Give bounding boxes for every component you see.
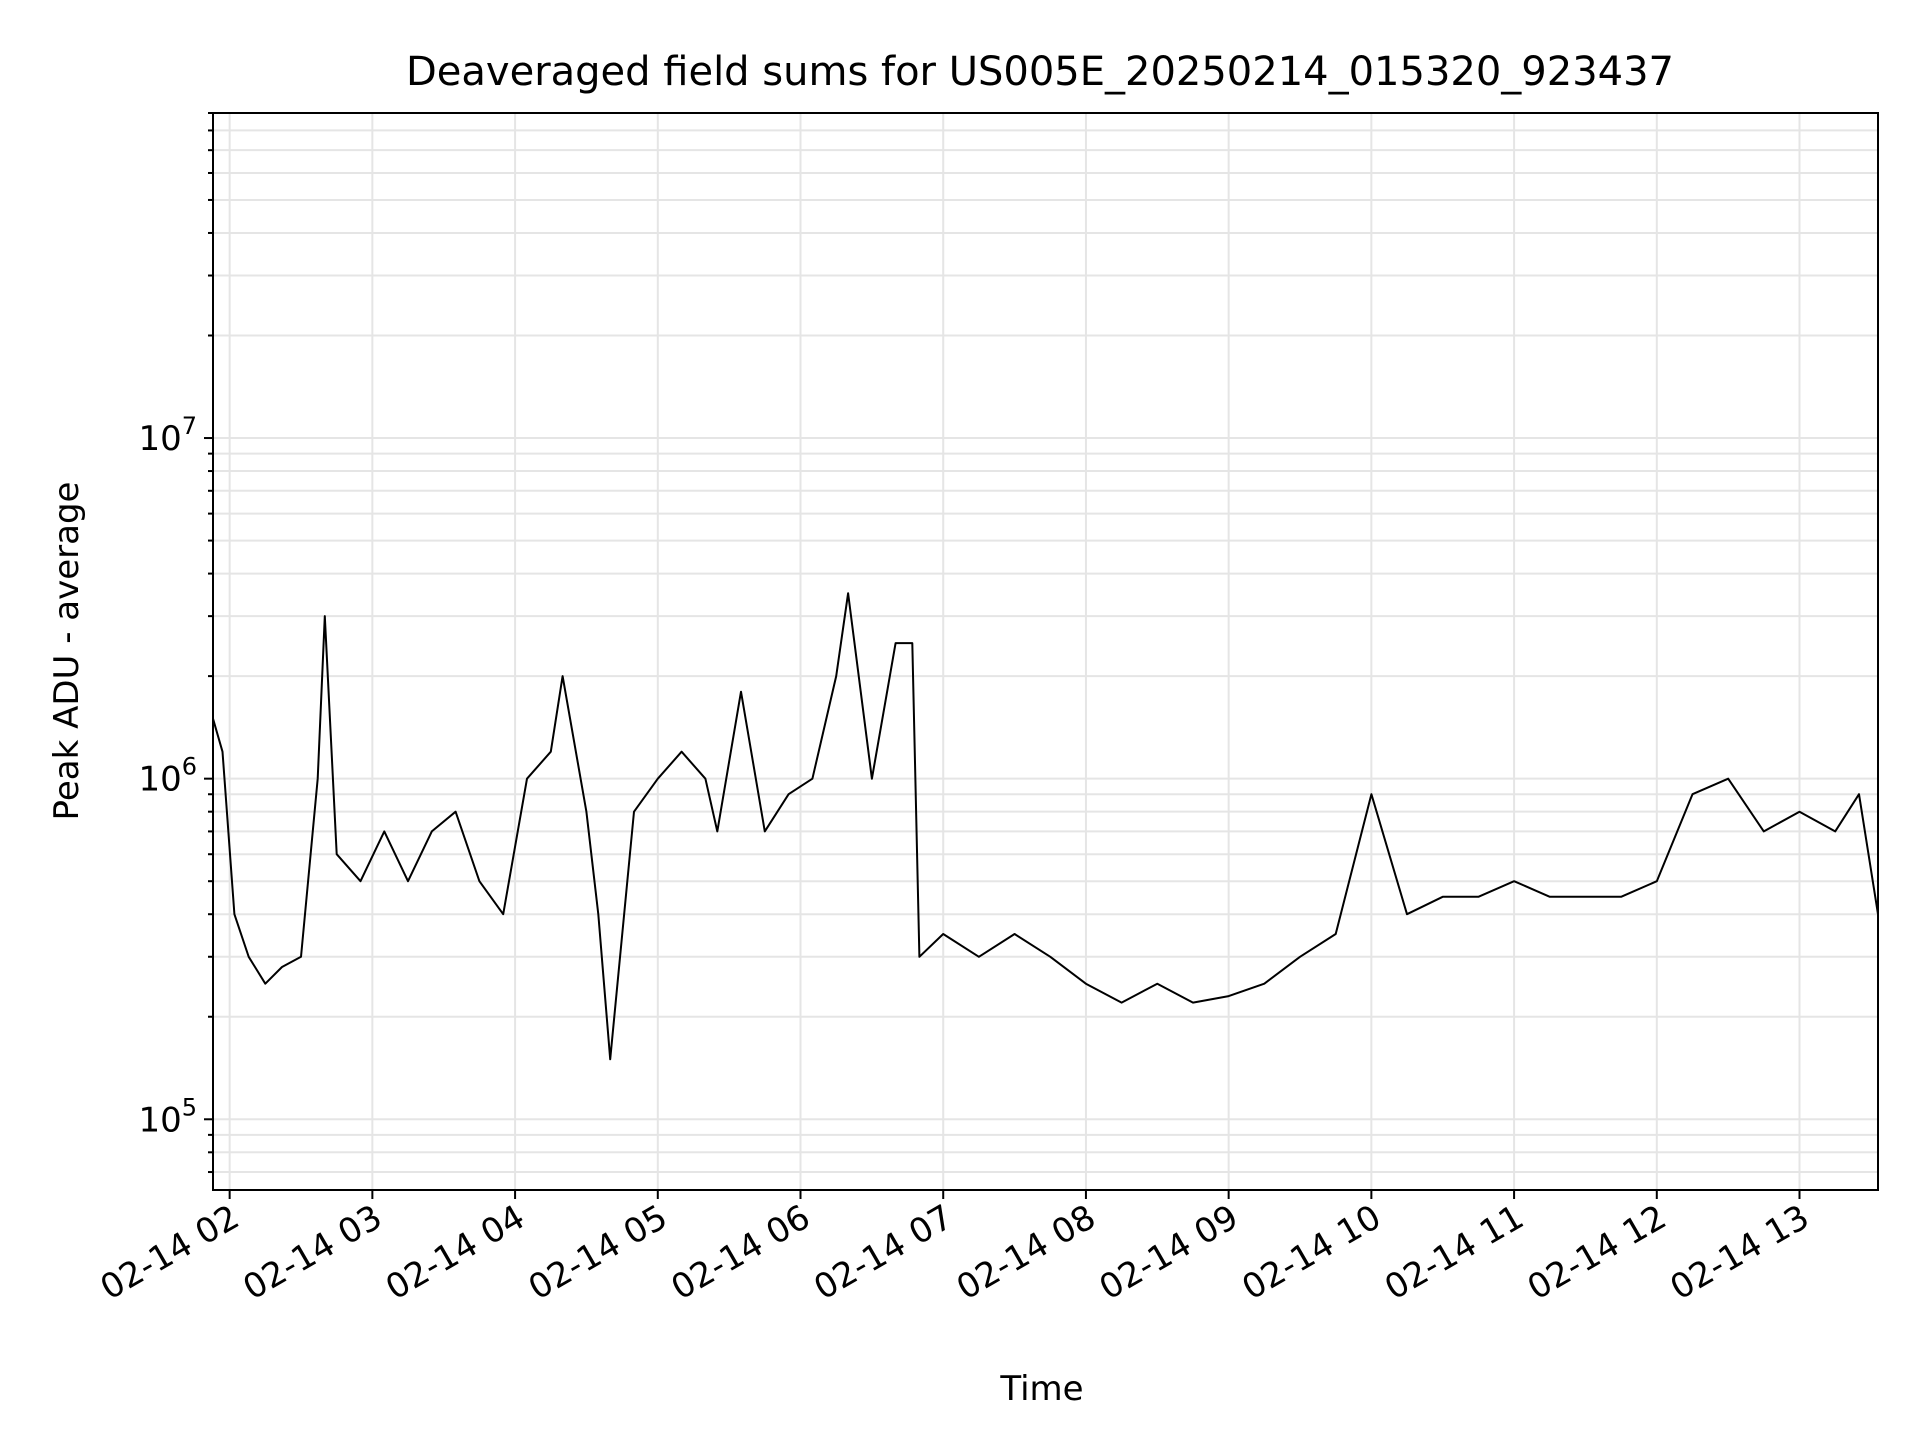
x-axis-label: Time — [999, 1369, 1083, 1409]
chart-title: Deaveraged field sums for US005E_2025021… — [406, 49, 1674, 95]
series-line-layer — [212, 592, 1879, 1061]
grid-layer — [213, 112, 1878, 1190]
series-line — [212, 592, 1879, 1061]
y-axis-label: Peak ADU - average — [47, 482, 87, 821]
plot-area — [212, 112, 1879, 1191]
